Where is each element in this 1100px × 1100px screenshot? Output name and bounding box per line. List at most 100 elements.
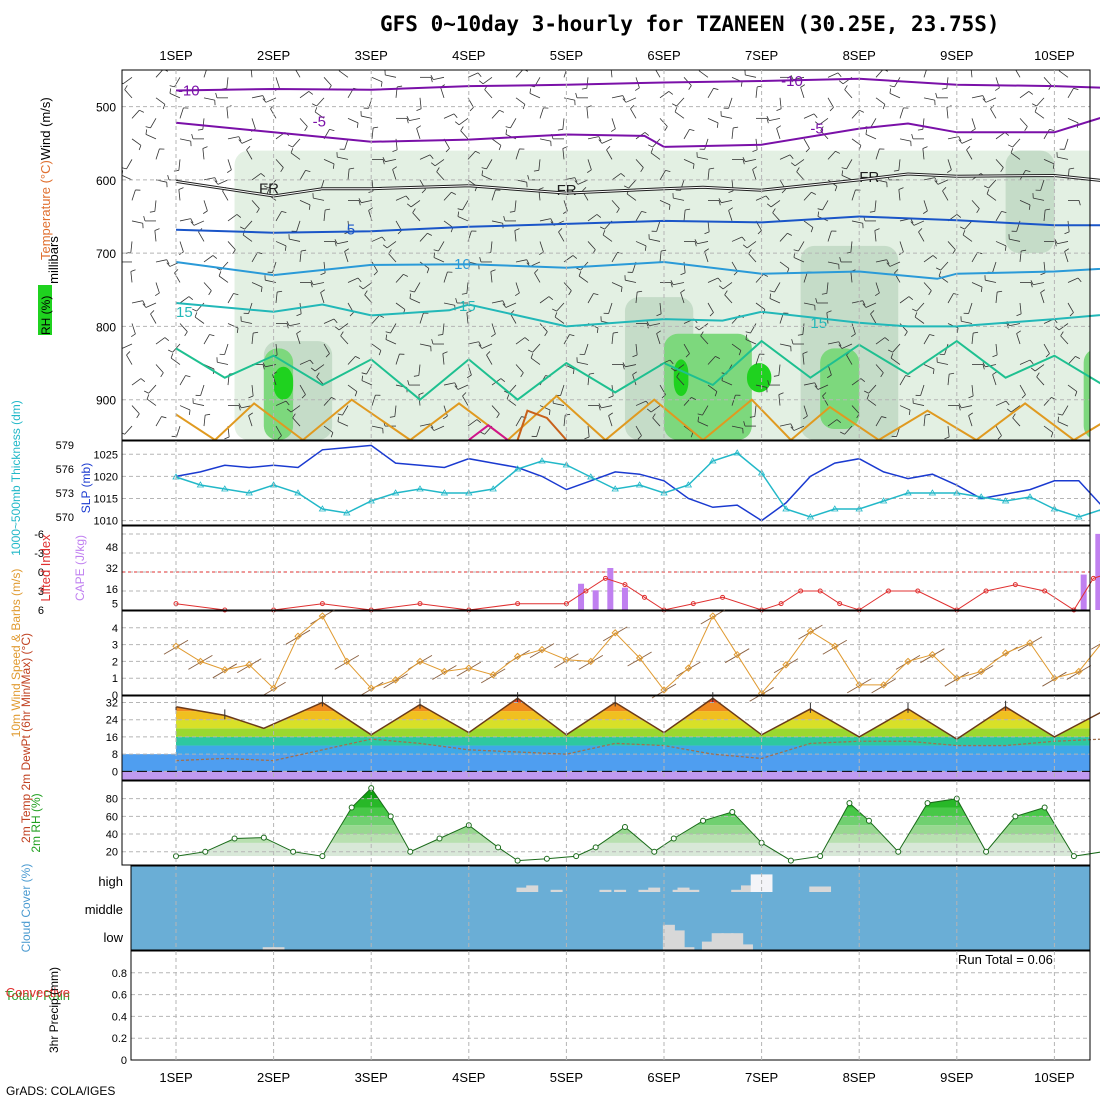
wind-barb bbox=[985, 279, 997, 283]
wind-barb bbox=[731, 394, 736, 406]
wind-barb-flag bbox=[1030, 282, 1033, 288]
wind-barb-flag bbox=[584, 436, 590, 440]
wind-barb bbox=[587, 293, 594, 304]
wind-barb-flag bbox=[354, 391, 358, 397]
cloud-bar-high bbox=[819, 886, 832, 892]
wind-barb-flag bbox=[982, 364, 985, 370]
temp-line bbox=[175, 697, 1100, 740]
wind-barb-flag bbox=[574, 180, 579, 185]
thickness-point bbox=[489, 485, 497, 492]
wind-barb-flag bbox=[1000, 167, 1004, 172]
wind-barb bbox=[193, 220, 205, 226]
temp-tick: 0 bbox=[112, 766, 118, 778]
wind-barb bbox=[697, 421, 709, 427]
wind-barb bbox=[611, 252, 618, 263]
wind-barb bbox=[227, 241, 236, 250]
wind-barb-flag bbox=[1045, 353, 1050, 358]
wind-barb-flag bbox=[791, 339, 794, 345]
wind-barb bbox=[635, 425, 642, 436]
wind-barb-flag bbox=[145, 129, 148, 135]
cloud-bar-high bbox=[526, 885, 539, 892]
wind-barb bbox=[390, 323, 397, 334]
wind-barb-flag bbox=[433, 249, 439, 252]
cloud-bar-high bbox=[599, 889, 612, 892]
wind-barb bbox=[491, 405, 500, 415]
wind-barb-flag bbox=[1031, 103, 1037, 107]
wind-barb-flag bbox=[505, 129, 508, 135]
wind-barb bbox=[553, 402, 565, 406]
cloud-bar-low bbox=[672, 930, 685, 950]
wind-barb-flag bbox=[697, 413, 703, 416]
date-label-top: 4SEP bbox=[452, 48, 485, 63]
wind-barb bbox=[563, 255, 574, 263]
wind-barb-flag bbox=[889, 85, 895, 88]
dewpoint-line bbox=[175, 738, 1100, 762]
wind-barb-flag bbox=[382, 159, 385, 165]
wind-barb bbox=[275, 425, 282, 436]
wind-barb-flag bbox=[890, 353, 894, 359]
wind-barb-flag bbox=[1074, 391, 1078, 397]
wind-barb-flag bbox=[1054, 239, 1058, 244]
wind-barb-flag bbox=[421, 189, 426, 194]
wind-barb bbox=[731, 425, 743, 429]
wind-barb bbox=[275, 241, 287, 247]
wind-barb bbox=[510, 313, 517, 324]
wind-barb bbox=[347, 356, 356, 365]
wind-barb bbox=[268, 179, 277, 189]
wind-barb-flag bbox=[169, 85, 175, 88]
wind-barb bbox=[676, 376, 685, 386]
rh-band bbox=[176, 842, 1090, 857]
wind10m-point bbox=[660, 686, 668, 694]
li-point bbox=[817, 588, 823, 594]
wind-barb-flag bbox=[778, 392, 784, 395]
wind-barb bbox=[251, 282, 263, 288]
wind-barb-flag bbox=[958, 405, 961, 411]
wind-barb-flag bbox=[349, 312, 354, 317]
wind-barb bbox=[241, 138, 253, 144]
wind-barb bbox=[556, 302, 565, 312]
wind-barb-flag bbox=[190, 221, 195, 226]
cloud-bar-low bbox=[731, 933, 744, 950]
wind-barb bbox=[481, 343, 493, 349]
wind-barb-flag bbox=[358, 285, 364, 290]
wind-barb-flag bbox=[741, 236, 746, 242]
wind-barb-flag bbox=[214, 180, 219, 185]
temp-tick: 8 bbox=[112, 749, 118, 761]
wind-barb-flag bbox=[956, 327, 959, 333]
slp-tick: 1020 bbox=[94, 471, 118, 483]
wind-barb bbox=[361, 380, 373, 386]
wind-barb bbox=[899, 138, 911, 142]
thickness-point bbox=[294, 489, 302, 496]
wind-barb bbox=[851, 189, 856, 201]
wind-barb bbox=[344, 251, 349, 263]
wind-barb bbox=[946, 107, 949, 119]
wind10m-point bbox=[733, 650, 741, 659]
wind-barb-flag bbox=[188, 296, 194, 300]
wind-barb-flag bbox=[837, 72, 842, 77]
wind-barb bbox=[827, 261, 839, 265]
wind-barb bbox=[961, 138, 973, 144]
li-point bbox=[583, 588, 589, 594]
wind10m-barb bbox=[968, 665, 994, 680]
wind-barb bbox=[347, 117, 359, 124]
wind-barb-flag bbox=[534, 269, 539, 274]
wind-barb-flag bbox=[285, 400, 290, 406]
wind-barb-flag bbox=[668, 91, 674, 95]
date-label-bottom: 3SEP bbox=[355, 1070, 388, 1085]
wind-barb-flag bbox=[574, 177, 578, 183]
wind-barb bbox=[179, 375, 186, 386]
wind-barb-flag bbox=[752, 149, 758, 153]
wind-barb-flag bbox=[131, 333, 136, 338]
wind-barb bbox=[779, 233, 788, 242]
wind-barb bbox=[299, 384, 306, 395]
li-tick: 6 bbox=[38, 605, 44, 617]
wind10m-barb bbox=[1066, 665, 1092, 680]
wind-barb bbox=[347, 277, 359, 283]
wind-barb-flag bbox=[496, 413, 500, 419]
rh-band bbox=[176, 816, 1090, 826]
wind-barb bbox=[875, 337, 886, 345]
wind-barb bbox=[443, 302, 455, 306]
wind-barb bbox=[131, 300, 143, 304]
cloud-bar-high bbox=[731, 889, 744, 892]
wind-barb-flag bbox=[887, 349, 893, 353]
